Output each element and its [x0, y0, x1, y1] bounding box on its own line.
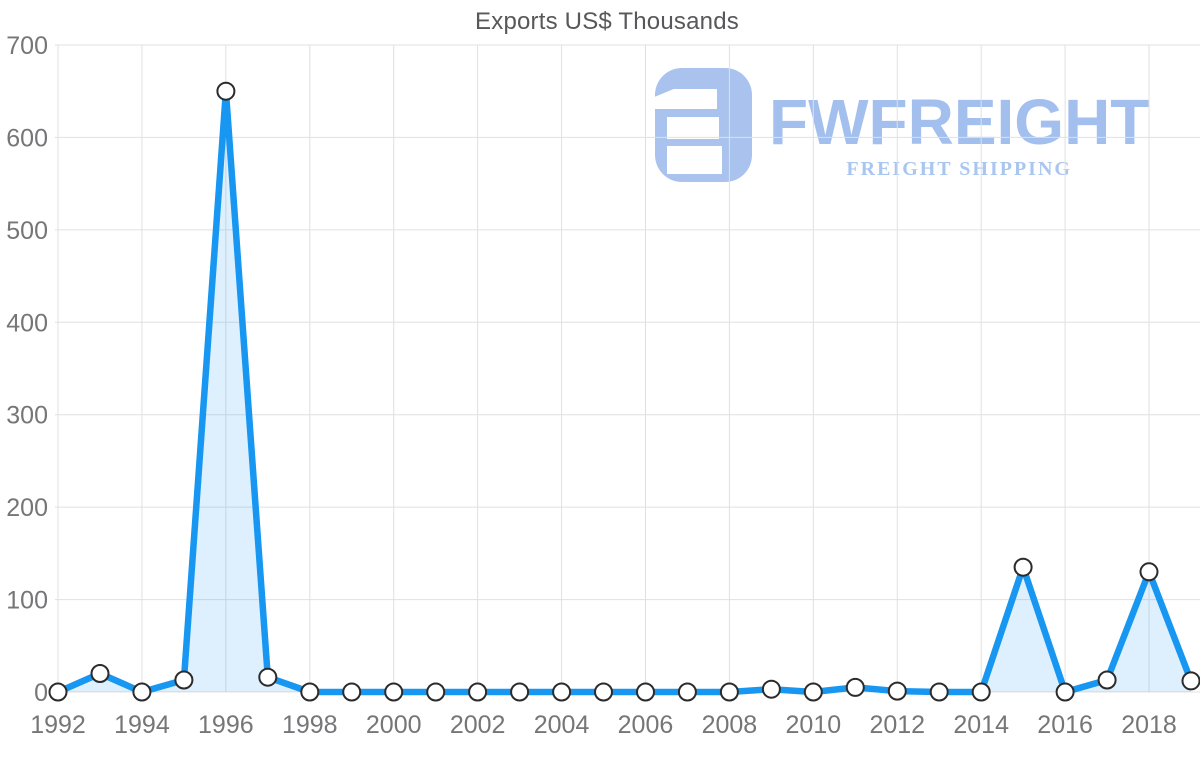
- series-line: [54, 87, 1195, 696]
- x-tick-label-2004: 2004: [534, 711, 590, 739]
- x-tick-label-1994: 1994: [114, 711, 170, 739]
- data-point-2010[interactable]: [803, 682, 823, 702]
- data-point-2004[interactable]: [552, 682, 572, 702]
- x-tick-label-2014: 2014: [953, 711, 1009, 739]
- series-area-fill: [58, 91, 1191, 692]
- data-point-1998[interactable]: [300, 682, 320, 702]
- y-tick-label-0: 0: [34, 679, 48, 707]
- chart-title: Exports US$ Thousands: [475, 8, 739, 35]
- data-point-2014[interactable]: [971, 682, 991, 702]
- data-point-2007[interactable]: [677, 682, 697, 702]
- data-point-2009[interactable]: [761, 679, 781, 699]
- y-tick-label-400: 400: [6, 309, 48, 337]
- x-tick-label-2012: 2012: [869, 711, 925, 739]
- x-tick-label-2008: 2008: [702, 711, 758, 739]
- data-point-2005[interactable]: [594, 682, 613, 702]
- x-tick-label-2010: 2010: [786, 711, 842, 739]
- y-tick-label-100: 100: [6, 587, 48, 615]
- data-point-2003[interactable]: [510, 682, 530, 702]
- data-point-2006[interactable]: [636, 682, 655, 702]
- data-point-1999[interactable]: [342, 682, 362, 702]
- data-point-1997[interactable]: [258, 667, 278, 687]
- y-tick-label-700: 700: [6, 32, 48, 60]
- data-point-1995[interactable]: [174, 670, 194, 690]
- y-tick-label-500: 500: [6, 217, 48, 245]
- x-tick-label-2002: 2002: [450, 711, 506, 739]
- data-point-1996[interactable]: [216, 81, 236, 101]
- data-point-2008[interactable]: [719, 682, 739, 702]
- data-point-2011[interactable]: [845, 677, 865, 697]
- data-point-2015[interactable]: [1013, 557, 1033, 577]
- data-point-2019[interactable]: [1181, 671, 1200, 691]
- data-point-2000[interactable]: [384, 682, 404, 702]
- data-point-2016[interactable]: [1055, 682, 1075, 702]
- data-point-2018[interactable]: [1139, 562, 1159, 582]
- x-tick-label-2016: 2016: [1037, 711, 1093, 739]
- data-point-2001[interactable]: [426, 682, 446, 702]
- y-tick-label-600: 600: [6, 124, 48, 152]
- x-tick-label-1998: 1998: [282, 711, 338, 739]
- x-tick-label-1992: 1992: [30, 711, 86, 739]
- data-point-1992[interactable]: [48, 682, 68, 702]
- y-tick-label-200: 200: [6, 494, 48, 522]
- data-point-2013[interactable]: [929, 682, 949, 702]
- x-tick-label-2018: 2018: [1121, 711, 1177, 739]
- data-point-2012[interactable]: [887, 681, 907, 701]
- x-tick-label-2006: 2006: [618, 711, 674, 739]
- data-point-1993[interactable]: [90, 664, 110, 683]
- data-point-1994[interactable]: [132, 682, 152, 702]
- y-tick-label-300: 300: [6, 402, 48, 430]
- x-tick-label-2000: 2000: [366, 711, 422, 739]
- data-point-2017[interactable]: [1097, 670, 1117, 690]
- data-point-2002[interactable]: [468, 682, 488, 702]
- x-tick-label-1996: 1996: [198, 711, 254, 739]
